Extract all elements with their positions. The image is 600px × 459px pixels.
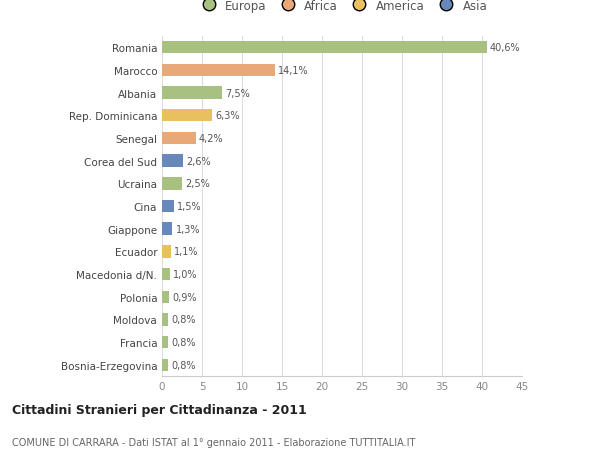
Bar bbox=[162, 155, 183, 168]
Text: 0,8%: 0,8% bbox=[172, 360, 196, 370]
Bar bbox=[162, 178, 182, 190]
Text: Cittadini Stranieri per Cittadinanza - 2011: Cittadini Stranieri per Cittadinanza - 2… bbox=[12, 403, 307, 416]
Text: 2,6%: 2,6% bbox=[186, 156, 211, 166]
Text: 1,3%: 1,3% bbox=[176, 224, 200, 234]
Text: 7,5%: 7,5% bbox=[225, 88, 250, 98]
Bar bbox=[162, 64, 275, 77]
Bar bbox=[162, 110, 212, 122]
Bar bbox=[162, 132, 196, 145]
Text: 1,1%: 1,1% bbox=[174, 247, 199, 257]
Bar bbox=[162, 268, 170, 281]
Text: 4,2%: 4,2% bbox=[199, 134, 223, 144]
Text: 0,8%: 0,8% bbox=[172, 337, 196, 347]
Text: 1,5%: 1,5% bbox=[177, 202, 202, 212]
Bar bbox=[162, 359, 169, 371]
Text: 0,9%: 0,9% bbox=[172, 292, 197, 302]
Text: 0,8%: 0,8% bbox=[172, 315, 196, 325]
Bar bbox=[162, 200, 174, 213]
Text: 2,5%: 2,5% bbox=[185, 179, 210, 189]
Bar bbox=[162, 291, 169, 303]
Bar bbox=[162, 87, 222, 100]
Text: 6,3%: 6,3% bbox=[215, 111, 240, 121]
Bar bbox=[162, 313, 169, 326]
Text: 40,6%: 40,6% bbox=[490, 43, 521, 53]
Legend: Europa, Africa, America, Asia: Europa, Africa, America, Asia bbox=[192, 0, 492, 17]
Bar bbox=[162, 246, 171, 258]
Text: 1,0%: 1,0% bbox=[173, 269, 198, 280]
Text: 14,1%: 14,1% bbox=[278, 66, 308, 76]
Bar bbox=[162, 42, 487, 54]
Text: COMUNE DI CARRARA - Dati ISTAT al 1° gennaio 2011 - Elaborazione TUTTITALIA.IT: COMUNE DI CARRARA - Dati ISTAT al 1° gen… bbox=[12, 437, 415, 447]
Bar bbox=[162, 336, 169, 349]
Bar bbox=[162, 223, 172, 235]
